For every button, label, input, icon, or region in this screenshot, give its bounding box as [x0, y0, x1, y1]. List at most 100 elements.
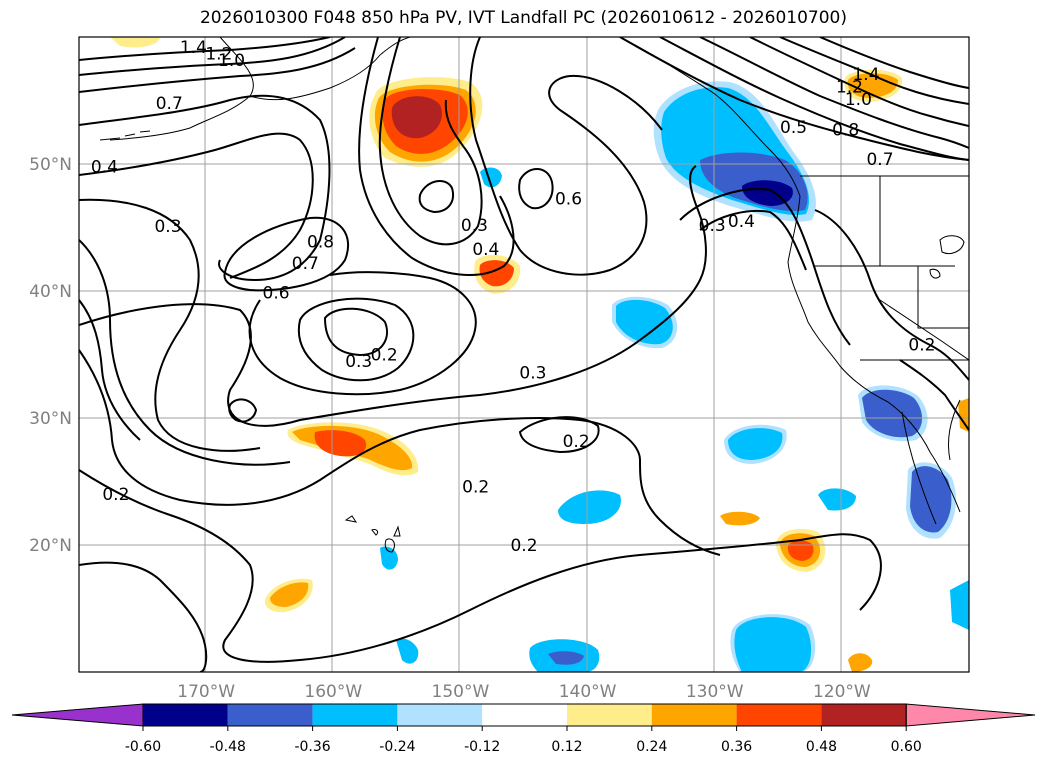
contour-label: 0.3 — [154, 217, 181, 237]
contour-0-3-loop — [297, 297, 415, 382]
shade-warm-cell-6 — [848, 653, 873, 672]
contour-label: 0.2 — [908, 335, 935, 355]
contour-0-2-loop-south — [518, 416, 600, 454]
contour-pnw-0-3 — [679, 188, 851, 346]
shade-cold-cell-9 — [950, 580, 969, 630]
lat-tick-label: 30°N — [29, 409, 72, 429]
contour-label: 1.4 — [852, 65, 879, 85]
lon-tick-label: 160°W — [304, 682, 362, 702]
shade-cold-cell-11 — [396, 638, 419, 664]
latitude-labels: 20°N 30°N 40°N 50°N — [29, 155, 72, 556]
contour-1-0-right — [749, 37, 969, 127]
shade-cold-cell-7-cyan — [734, 617, 812, 672]
contour-label: 1.2 — [836, 78, 863, 98]
contour-pnw-0-4 — [699, 209, 807, 271]
contour-label: 0.3 — [699, 216, 726, 236]
longitude-labels: 170°W 160°W 150°W 140°W 130°W 120°W — [177, 682, 871, 702]
contour-ring-outer — [79, 239, 291, 466]
contour-label: 0.8 — [307, 232, 334, 252]
contour-1-4-right — [819, 37, 969, 89]
lon-tick-label: 130°W — [686, 682, 744, 702]
contour-0-3-gulf — [378, 37, 483, 246]
coast-aleutians — [99, 130, 151, 141]
shade-warm-cell-5-orange — [847, 73, 898, 98]
contour-label: 1.2 — [205, 45, 232, 65]
shade-cold-cell-12 — [380, 546, 398, 570]
lat-tick-label: 40°N — [29, 282, 72, 302]
colorbar-tick-label: 0.48 — [806, 739, 837, 755]
colorbar-tick-label: 0.36 — [721, 739, 752, 755]
shade-pnw-navy — [742, 180, 793, 206]
colorbar-tick-label: -0.24 — [379, 739, 415, 755]
colorbar-tick-label: -0.36 — [294, 739, 330, 755]
shade-cold-cell-3-blue — [862, 389, 923, 438]
border-states — [815, 176, 969, 361]
contour-0-2-loop — [323, 307, 388, 357]
colorbar-outline — [142, 703, 907, 727]
contour-0-8 — [699, 37, 969, 149]
colorbar-swatch — [312, 704, 398, 726]
contour-0-4-gulf — [358, 37, 515, 276]
contour-0-2-low — [79, 469, 882, 663]
island-hawaii-1 — [344, 515, 358, 523]
colorbar-extend-max — [905, 703, 1036, 727]
contour-1-2 — [79, 37, 346, 76]
lat-tick-label: 20°N — [29, 536, 72, 556]
colorbar-tick-label: -0.48 — [210, 739, 246, 755]
colorbar-tick-label: 0.60 — [891, 739, 922, 755]
island-small — [393, 525, 401, 537]
map-title: 2026010300 F048 850 hPa PV, IVT Landfall… — [199, 8, 847, 28]
colorbar-extend-min — [11, 703, 144, 727]
map-frame — [78, 36, 970, 673]
coast-baja-east — [947, 399, 961, 461]
contour-ring-mid — [79, 299, 141, 441]
contour-label: 0.8 — [832, 121, 859, 141]
contour-0-3-left — [79, 198, 261, 452]
shade-warm-cell-7 — [110, 37, 160, 48]
contour-1-0 — [79, 47, 356, 93]
colorbar-swatch — [397, 704, 483, 726]
contour-label: 0.3 — [519, 363, 546, 383]
contour-label: 0.5 — [780, 118, 807, 138]
contour-label: 0.3 — [461, 216, 488, 236]
colorbar-swatch — [821, 704, 907, 726]
contour-0-7 — [79, 94, 331, 282]
contour-label: 0.4 — [728, 212, 755, 232]
contour-label: 0.7 — [292, 254, 319, 274]
pv-contours — [79, 37, 969, 672]
shade-cold-cell-5 — [558, 490, 621, 524]
contour-label: 0.6 — [263, 283, 290, 303]
contour-label: 0.7 — [156, 94, 183, 114]
contour-0-4 — [79, 132, 314, 279]
colorbar-swatch — [227, 704, 313, 726]
shade-cold-cell-8-blue — [548, 651, 584, 665]
contour-0-6-loop — [518, 168, 554, 210]
contour-0-2-left — [79, 561, 208, 672]
contour-0-8-loop — [223, 216, 350, 292]
contour-label: 0.6 — [555, 189, 582, 209]
contour-small-loop — [228, 398, 258, 423]
contour-label: 0.2 — [510, 536, 537, 556]
shade-cold-cell-2-cyan — [728, 428, 783, 460]
shade-cold-cell-10 — [480, 167, 502, 188]
lat-tick-label: 50°N — [29, 155, 72, 175]
colorbar-swatch — [482, 704, 567, 726]
coast-alaska — [109, 37, 411, 141]
contour-label: 0.2 — [563, 432, 590, 452]
contour-label: 0.7 — [866, 150, 893, 170]
contour-0-3-small-loop — [418, 179, 454, 214]
coastlines — [99, 37, 969, 553]
contour-1-2-right — [779, 37, 969, 105]
colorbar-tick-label: 0.24 — [636, 739, 667, 755]
contour-label: 0.2 — [462, 478, 489, 498]
colorbar-swatch — [736, 704, 822, 726]
contour-labels: 1.41.21.00.70.40.30.80.70.60.30.40.60.30… — [91, 38, 936, 556]
lon-tick-label: 170°W — [177, 682, 235, 702]
contour-0-7-right — [659, 37, 969, 161]
contour-label: 0.2 — [102, 485, 129, 505]
contour-east-2 — [899, 359, 969, 431]
colorbar-tick-label: -0.60 — [125, 739, 161, 755]
contour-label: 1.0 — [218, 51, 245, 71]
colorbar-swatch — [651, 704, 737, 726]
contour-label: 0.3 — [345, 352, 372, 372]
